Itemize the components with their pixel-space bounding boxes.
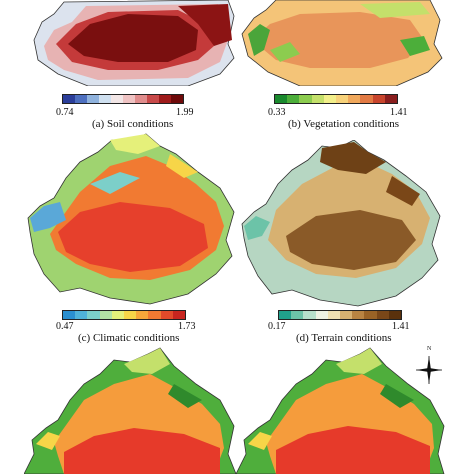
colorbar-segment [172, 311, 186, 319]
colorbar-segment [148, 311, 161, 319]
colorbar-segment [372, 95, 385, 103]
terrain-scale-max: 1.41 [392, 321, 410, 332]
colorbar-segment [340, 311, 353, 319]
colorbar-segment [171, 95, 183, 103]
terrain-colorbar [278, 310, 402, 320]
vegetation-colorbar [274, 94, 398, 104]
colorbar-segment [376, 311, 389, 319]
colorbar-segment [352, 311, 365, 319]
colorbar-segment [87, 311, 100, 319]
colorbar-segment [279, 311, 292, 319]
climatic-colorbar [62, 310, 186, 320]
colorbar-segment [364, 311, 377, 319]
colorbar-segment [384, 95, 398, 103]
vegetation-conditions-map [240, 0, 444, 86]
colorbar-segment [87, 95, 99, 103]
soil-colorbar [62, 94, 184, 104]
bottom-right-map [236, 344, 446, 474]
colorbar-segment [136, 311, 149, 319]
vegetation-caption: (b) Vegetation conditions [288, 118, 399, 130]
colorbar-segment [160, 311, 173, 319]
soil-caption: (a) Soil conditions [92, 118, 174, 130]
colorbar-segment [336, 95, 349, 103]
colorbar-segment [299, 95, 312, 103]
climatic-scale-max: 1.73 [178, 321, 196, 332]
colorbar-segment [360, 95, 373, 103]
colorbar-segment [348, 95, 361, 103]
colorbar-segment [75, 311, 88, 319]
colorbar-segment [63, 95, 75, 103]
north-label: N [427, 346, 432, 352]
terrain-conditions-map [236, 140, 444, 308]
colorbar-segment [124, 311, 137, 319]
north-arrow-icon [414, 350, 444, 386]
colorbar-segment [275, 95, 288, 103]
soil-scale-min: 0.74 [56, 107, 74, 118]
colorbar-segment [111, 95, 123, 103]
colorbar-segment [123, 95, 135, 103]
colorbar-segment [323, 95, 337, 103]
colorbar-segment [75, 95, 87, 103]
colorbar-segment [159, 95, 171, 103]
vegetation-scale-min: 0.33 [268, 107, 286, 118]
colorbar-segment [315, 311, 328, 319]
terrain-caption: (d) Terrain conditions [296, 332, 392, 344]
colorbar-segment [311, 95, 324, 103]
colorbar-segment [99, 311, 112, 319]
colorbar-segment [99, 95, 111, 103]
climatic-scale-min: 0.47 [56, 321, 74, 332]
colorbar-segment [303, 311, 316, 319]
colorbar-segment [327, 311, 341, 319]
colorbar-segment [111, 311, 125, 319]
soil-conditions-map [28, 0, 236, 86]
soil-scale-max: 1.99 [176, 107, 194, 118]
colorbar-segment [287, 95, 300, 103]
terrain-scale-min: 0.17 [268, 321, 286, 332]
climatic-conditions-map [20, 132, 238, 308]
vegetation-scale-max: 1.41 [390, 107, 408, 118]
colorbar-segment [291, 311, 304, 319]
colorbar-segment [63, 311, 76, 319]
bottom-left-map [24, 344, 238, 474]
colorbar-segment [388, 311, 402, 319]
colorbar-segment [135, 95, 147, 103]
climatic-caption: (c) Climatic conditions [78, 332, 180, 344]
colorbar-segment [147, 95, 159, 103]
